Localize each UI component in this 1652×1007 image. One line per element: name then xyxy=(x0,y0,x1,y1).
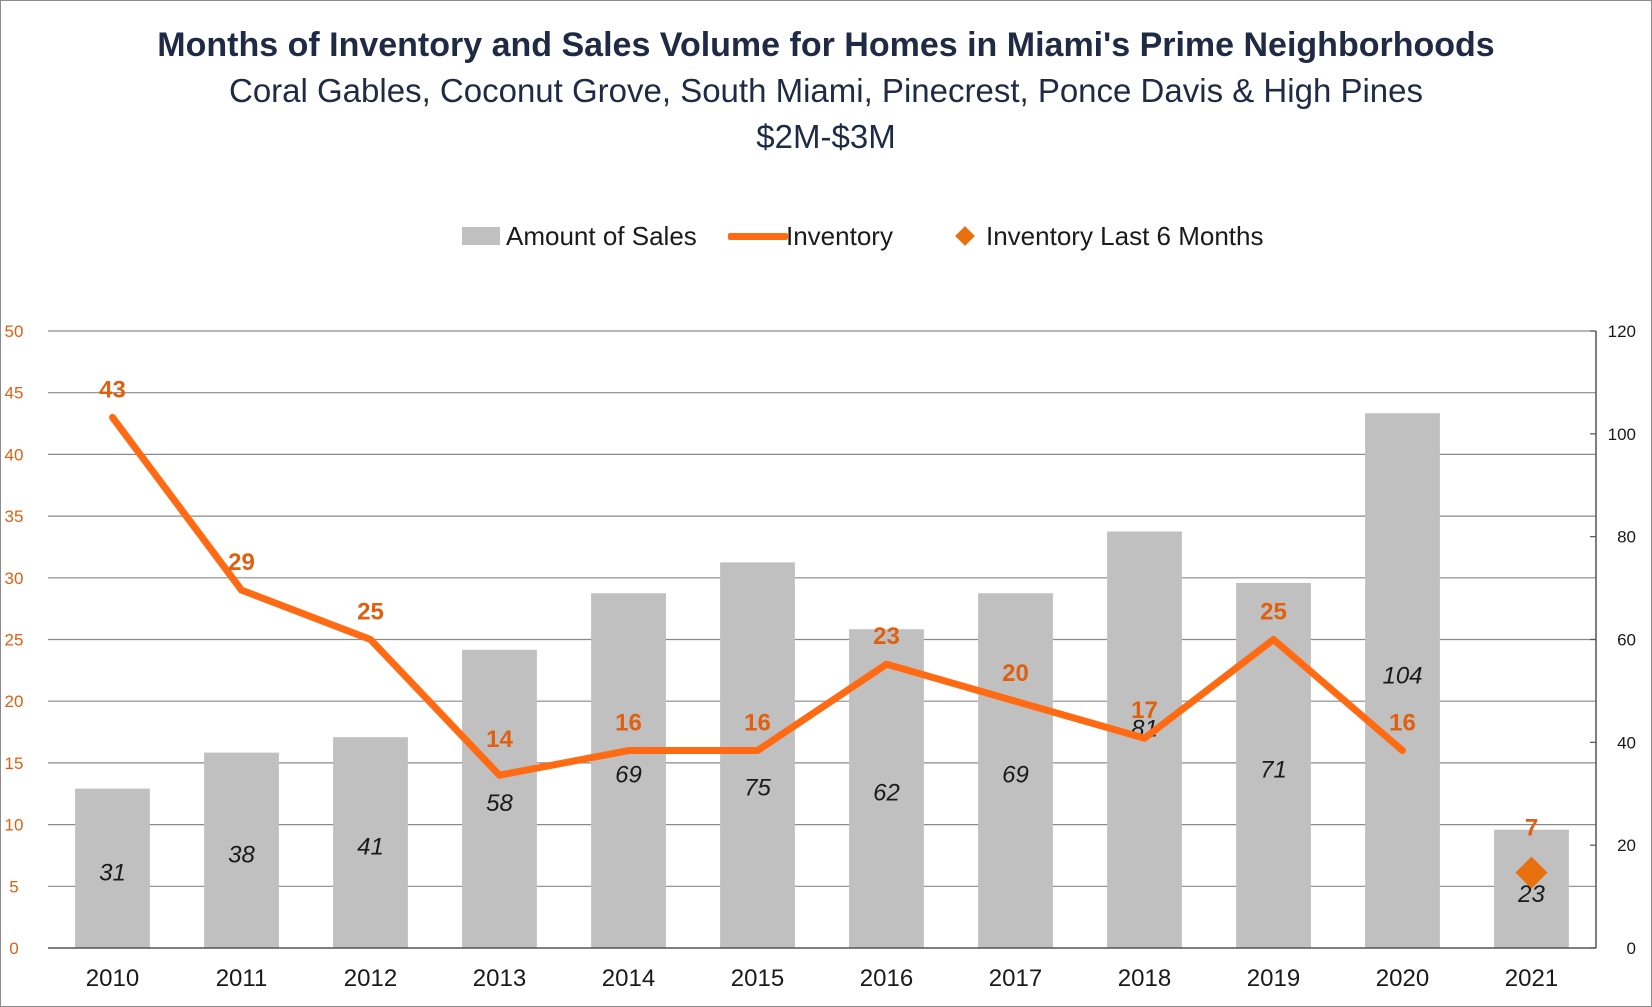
left-tick-label-35: 35 xyxy=(5,507,24,526)
left-tick-label-45: 45 xyxy=(5,384,24,403)
chart-title: Months of Inventory and Sales Volume for… xyxy=(157,26,1495,64)
left-tick-label-0: 0 xyxy=(9,939,18,958)
right-tick-label-60: 60 xyxy=(1617,631,1636,650)
x-tick-label-2017: 2017 xyxy=(989,965,1042,992)
inventory-label-2020: 16 xyxy=(1389,710,1416,737)
left-tick-label-15: 15 xyxy=(5,754,24,773)
bar-2014 xyxy=(591,593,666,948)
x-tick-label-2014: 2014 xyxy=(602,965,655,992)
bar-value-label-2017: 69 xyxy=(1002,762,1029,789)
bar-2013 xyxy=(462,649,537,948)
x-tick-label-2020: 2020 xyxy=(1376,965,1429,992)
x-tick-label-2012: 2012 xyxy=(344,965,397,992)
bar-value-label-2019: 71 xyxy=(1260,756,1287,783)
bar-value-label-2012: 41 xyxy=(357,834,384,861)
x-tick-label-2019: 2019 xyxy=(1247,965,1300,992)
x-tick-label-2013: 2013 xyxy=(473,965,526,992)
x-tick-label-2021: 2021 xyxy=(1505,965,1558,992)
inventory-label-2017: 20 xyxy=(1002,660,1029,687)
bar-value-label-2014: 69 xyxy=(615,762,642,789)
bar-2017 xyxy=(978,593,1053,948)
left-tick-label-10: 10 xyxy=(5,816,24,835)
inventory-label-2018: 17 xyxy=(1131,697,1158,724)
x-tick-label-2011: 2011 xyxy=(216,965,268,992)
inventory-label-2016: 23 xyxy=(873,623,900,650)
bar-value-label-2016: 62 xyxy=(873,780,900,807)
bar-2011 xyxy=(204,752,279,948)
right-tick-label-0: 0 xyxy=(1627,939,1636,958)
bar-value-label-2020: 104 xyxy=(1382,662,1422,689)
left-tick-label-20: 20 xyxy=(5,692,24,711)
right-tick-label-100: 100 xyxy=(1608,425,1636,444)
left-tick-label-5: 5 xyxy=(9,877,18,896)
x-tick-label-2018: 2018 xyxy=(1118,965,1171,992)
right-tick-label-40: 40 xyxy=(1617,733,1636,752)
inventory-label-2013: 14 xyxy=(486,726,513,753)
legend-label-inventory-6m: Inventory Last 6 Months xyxy=(986,221,1264,251)
right-tick-label-20: 20 xyxy=(1617,836,1636,855)
inventory-label-2019: 25 xyxy=(1260,599,1287,626)
bar-2020 xyxy=(1365,413,1440,948)
left-tick-label-30: 30 xyxy=(5,569,24,588)
x-tick-label-2016: 2016 xyxy=(860,965,913,992)
left-tick-label-25: 25 xyxy=(5,631,24,650)
x-tick-label-2010: 2010 xyxy=(86,965,139,992)
bar-2015 xyxy=(720,562,795,948)
inventory-label-2014: 16 xyxy=(615,710,642,737)
chart-legend: Amount of Sales Inventory Inventory Last… xyxy=(0,216,1652,256)
legend-bar-swatch xyxy=(462,227,500,245)
chart-subtitle: Coral Gables, Coconut Grove, South Miami… xyxy=(228,72,1424,109)
bar-2012 xyxy=(333,737,408,948)
bar-2010 xyxy=(75,788,150,948)
inventory-6m-label-2021: 7 xyxy=(1525,815,1538,842)
bar-value-label-2013: 58 xyxy=(486,790,513,817)
chart-subtitle-price-range: $2M-$3M xyxy=(756,118,896,155)
left-tick-label-50: 50 xyxy=(5,322,24,341)
inventory-label-2010: 43 xyxy=(99,376,126,403)
inventory-line xyxy=(109,413,1406,779)
inventory-label-2012: 25 xyxy=(357,599,384,626)
bar-value-label-2011: 38 xyxy=(228,841,255,868)
legend-label-inventory: Inventory xyxy=(786,221,893,251)
legend-label-sales: Amount of Sales xyxy=(506,221,697,251)
legend-line-swatch xyxy=(728,233,788,240)
right-tick-label-120: 120 xyxy=(1608,322,1636,341)
bar-value-label-2015: 75 xyxy=(744,775,771,802)
inventory-label-2011: 29 xyxy=(228,549,255,576)
bar-value-label-2010: 31 xyxy=(99,859,126,886)
left-tick-label-40: 40 xyxy=(5,445,24,464)
inventory-label-2015: 16 xyxy=(744,710,771,737)
inventory-6m-marker-2021 xyxy=(1515,856,1548,889)
x-tick-label-2015: 2015 xyxy=(731,965,784,992)
right-tick-label-80: 80 xyxy=(1617,528,1636,547)
bar-2021 xyxy=(1494,829,1569,948)
